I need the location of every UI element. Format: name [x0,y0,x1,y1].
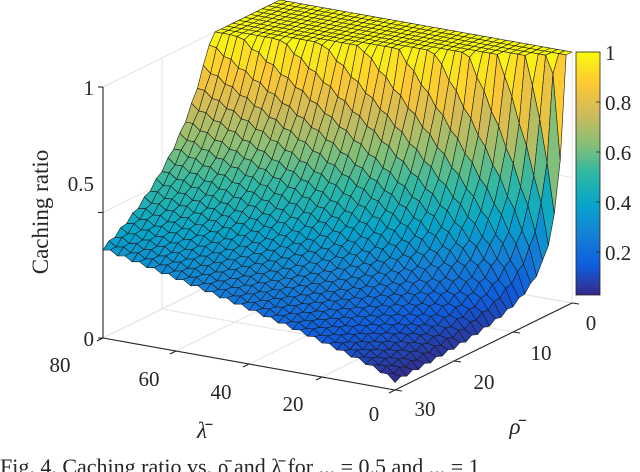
colorbar-ticks [596,101,600,253]
colorbar-tick-0.6: 0.6 [605,141,631,165]
z-tick-0.5: 0.5 [68,172,94,196]
z-tick-0: 0 [84,327,95,351]
colorbar-tick-0.8: 0.8 [605,91,631,115]
lambda-tick-20: 20 [283,392,304,416]
lambda-axis-label: λ̄ [196,418,213,443]
lambda-tick-0: 0 [369,402,380,426]
z-axis-label: Caching ratio [28,150,53,275]
colorbar [575,51,601,296]
colorbar-tick-0.4: 0.4 [605,191,632,215]
lambda-tick-80: 80 [50,353,71,377]
lambda-tick-40: 40 [211,380,232,404]
colorbar-tick-1: 1 [605,41,616,65]
figure-caption: Fig. 4. Caching ratio vs. ρ̄ and λ̄ for … [0,454,480,472]
axis-ticks [96,86,580,394]
colorbar-tick-0.2: 0.2 [605,241,631,265]
rho-axis-label: ρ̄ [508,414,526,439]
lambda-tick-60: 60 [139,367,160,391]
z-tick-1: 1 [84,76,95,100]
surface-mesh [102,0,573,383]
rho-tick-10: 10 [531,341,552,365]
rho-tick-0: 0 [586,311,597,335]
rho-tick-20: 20 [474,370,495,394]
rho-axis-line [394,302,573,391]
rho-tick-30: 30 [415,397,436,421]
